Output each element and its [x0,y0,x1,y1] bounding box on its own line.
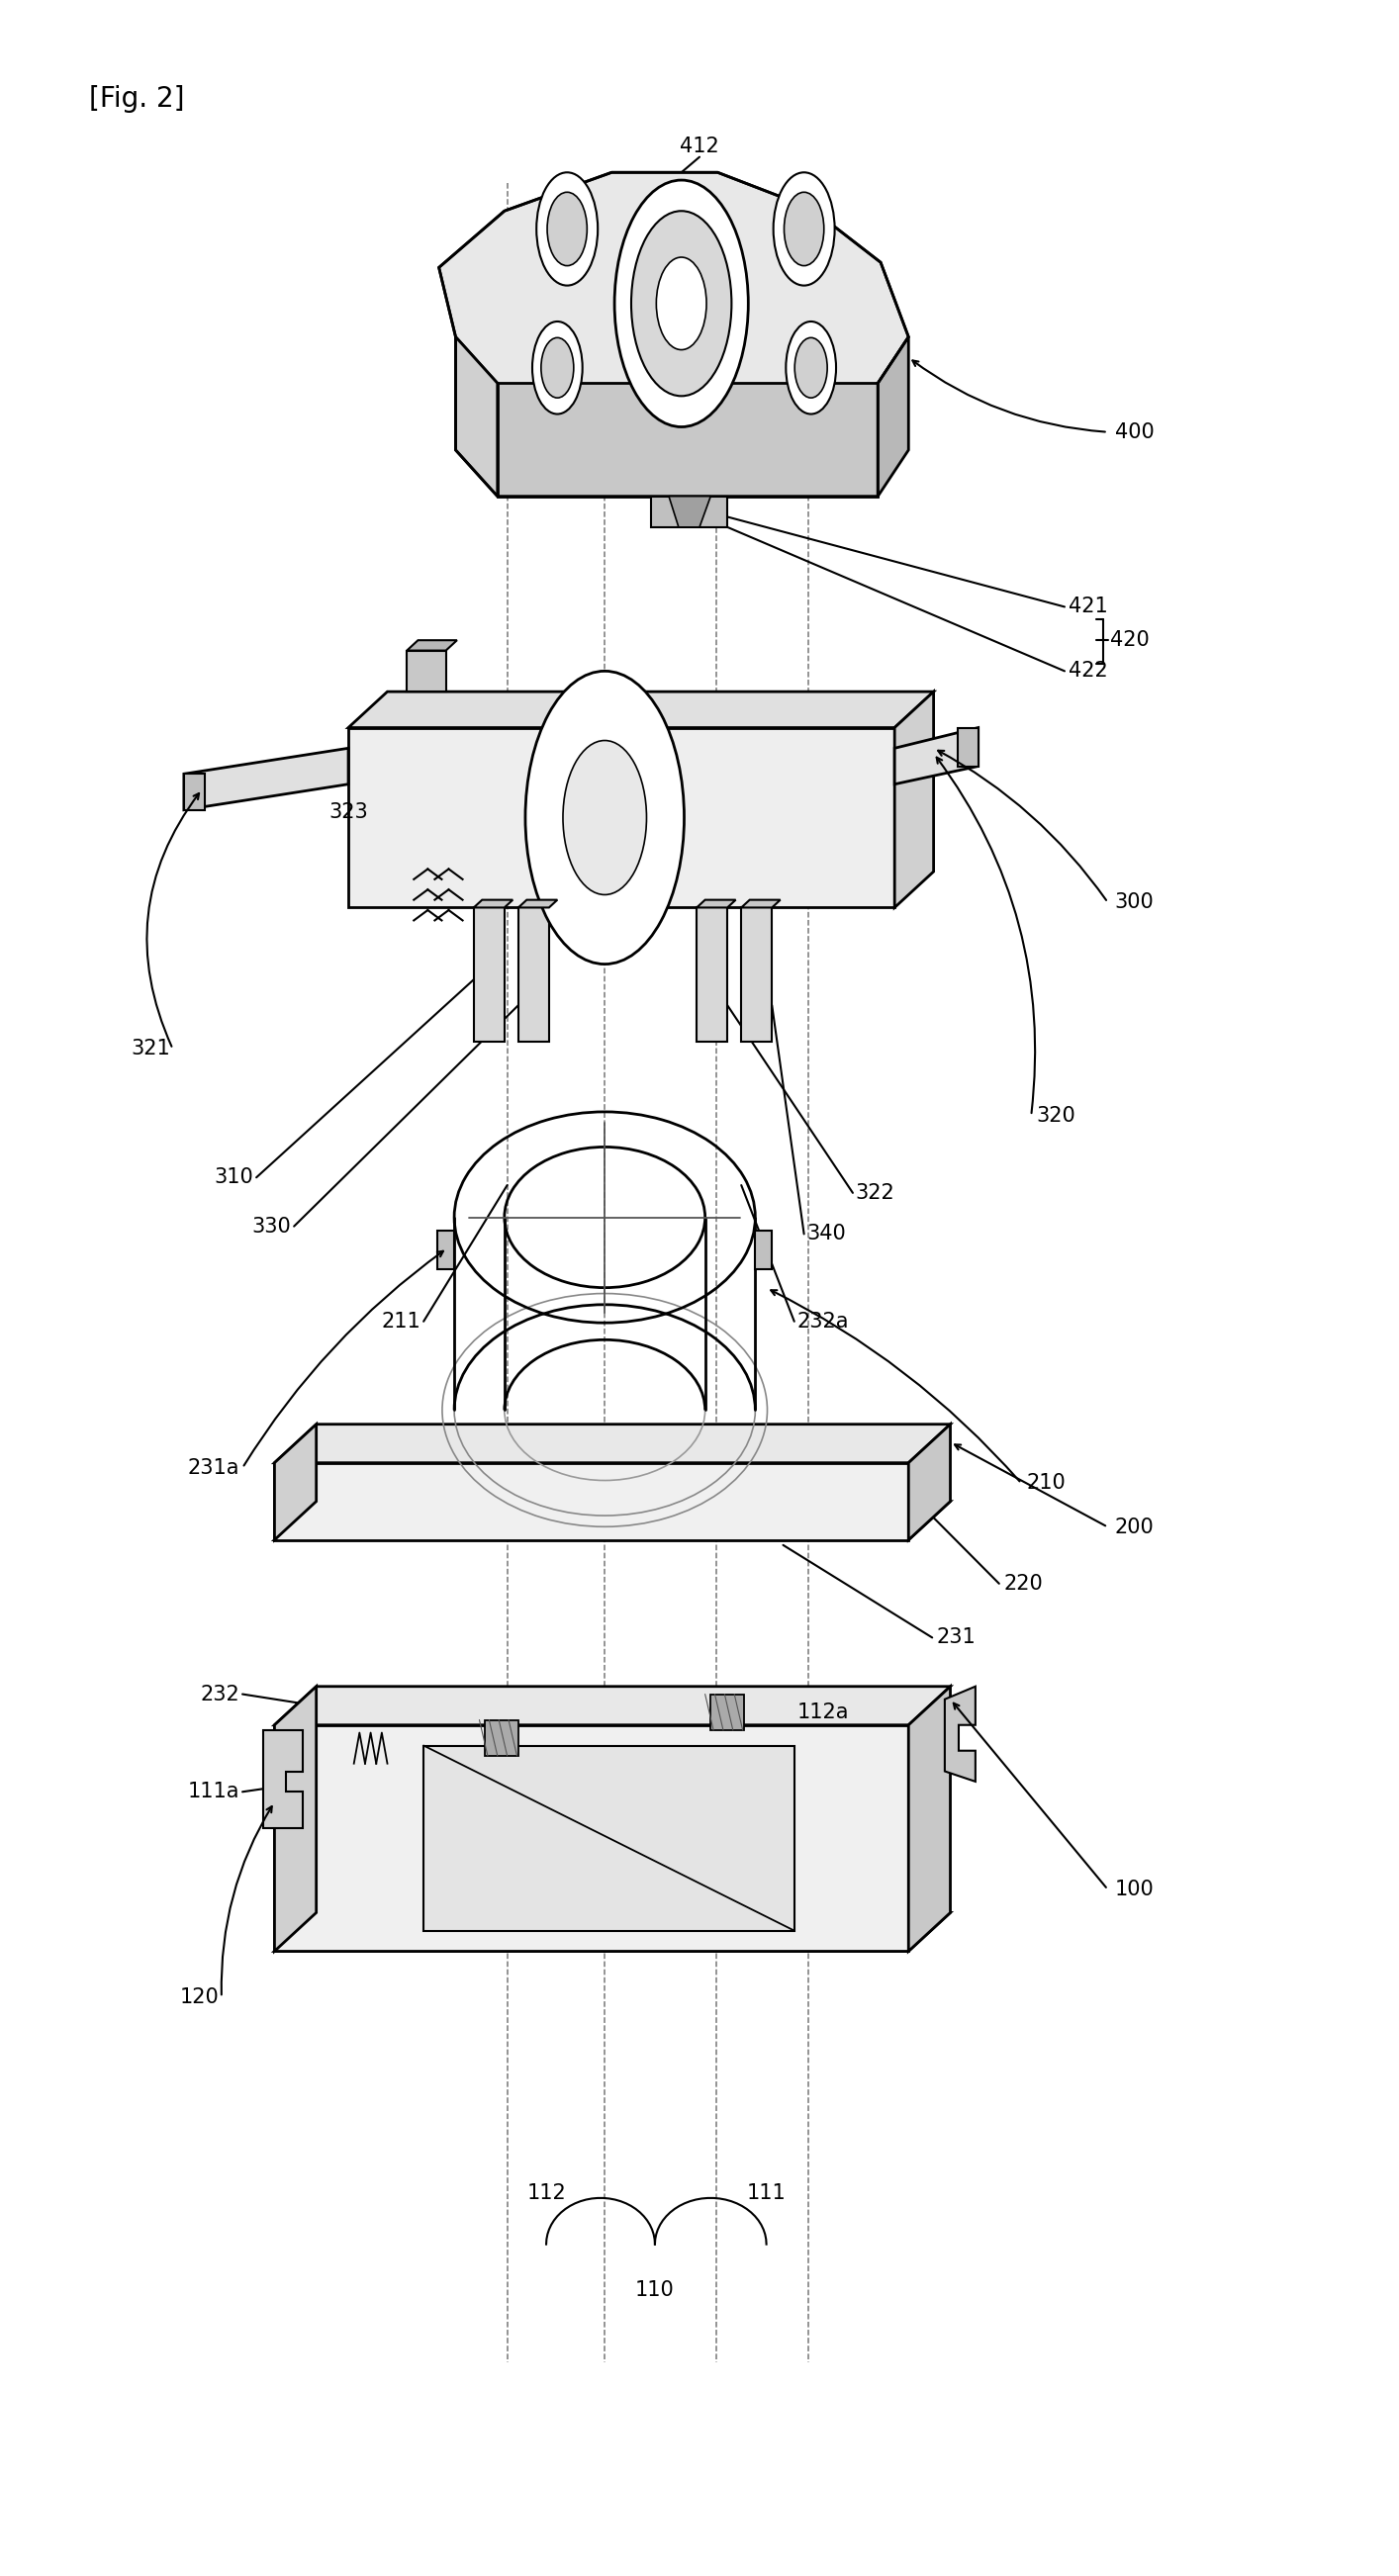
Polygon shape [957,726,978,765]
Polygon shape [439,173,908,435]
Text: 210: 210 [1027,1473,1066,1494]
Polygon shape [274,1726,908,1950]
Polygon shape [456,337,498,497]
Text: 322: 322 [856,1182,895,1203]
Polygon shape [274,1687,316,1950]
Polygon shape [669,497,711,528]
Polygon shape [519,899,557,907]
Text: [Fig. 2]: [Fig. 2] [90,85,185,113]
Polygon shape [348,726,894,907]
Circle shape [536,173,597,286]
Circle shape [631,211,732,397]
Text: 340: 340 [807,1224,846,1244]
Polygon shape [697,907,727,1041]
Circle shape [614,180,748,428]
Polygon shape [651,497,727,528]
Polygon shape [274,1911,950,1950]
Text: 110: 110 [635,2280,674,2300]
Polygon shape [274,1463,908,1540]
Text: 111a: 111a [187,1783,239,1801]
Polygon shape [274,1687,950,1726]
Polygon shape [407,641,457,652]
Text: 200: 200 [1115,1517,1154,1538]
Polygon shape [741,899,781,907]
Polygon shape [697,899,736,907]
Text: 231: 231 [936,1628,975,1649]
Text: 321: 321 [130,1038,169,1059]
Polygon shape [348,690,933,726]
Text: 421: 421 [1069,598,1108,616]
Polygon shape [894,726,978,783]
Circle shape [547,193,588,265]
Text: 211: 211 [382,1311,421,1332]
Polygon shape [908,1687,950,1950]
Polygon shape [894,690,933,907]
Text: 310: 310 [214,1167,253,1188]
Text: 232: 232 [200,1685,239,1705]
Polygon shape [741,907,772,1041]
Text: 420: 420 [1111,631,1150,649]
Polygon shape [908,1425,950,1540]
Polygon shape [755,1231,772,1270]
Circle shape [532,322,582,415]
Polygon shape [485,1721,519,1757]
Circle shape [656,258,706,350]
Polygon shape [474,907,505,1041]
Polygon shape [263,1731,302,1829]
Text: 300: 300 [1115,891,1154,912]
Polygon shape [407,652,446,690]
Text: 232a: 232a [797,1311,849,1332]
Text: 112a: 112a [797,1703,849,1721]
Circle shape [795,337,827,397]
Circle shape [786,322,837,415]
Polygon shape [274,1502,950,1540]
Polygon shape [183,773,204,809]
Text: 120: 120 [179,1989,218,2007]
Text: 330: 330 [252,1216,291,1236]
Polygon shape [424,1747,795,1929]
Circle shape [541,337,574,397]
Polygon shape [274,1425,316,1540]
Polygon shape [438,1231,455,1270]
Polygon shape [711,1695,744,1731]
Circle shape [774,173,835,286]
Circle shape [562,739,646,894]
Text: 100: 100 [1115,1880,1154,1899]
Circle shape [783,193,824,265]
Text: 111: 111 [747,2182,786,2202]
Text: 400: 400 [1115,422,1154,443]
Text: 220: 220 [1003,1574,1042,1595]
Polygon shape [183,747,348,809]
Text: 323: 323 [329,804,368,822]
Polygon shape [474,899,513,907]
Polygon shape [498,384,877,497]
Text: 412: 412 [680,137,719,157]
Circle shape [525,672,684,963]
Text: 320: 320 [1037,1105,1076,1126]
Polygon shape [519,907,548,1041]
Text: 112: 112 [526,2182,565,2202]
Polygon shape [877,337,908,497]
Text: 231a: 231a [187,1458,239,1479]
Text: 422: 422 [1069,662,1108,680]
Polygon shape [944,1687,975,1783]
Polygon shape [274,1425,950,1463]
